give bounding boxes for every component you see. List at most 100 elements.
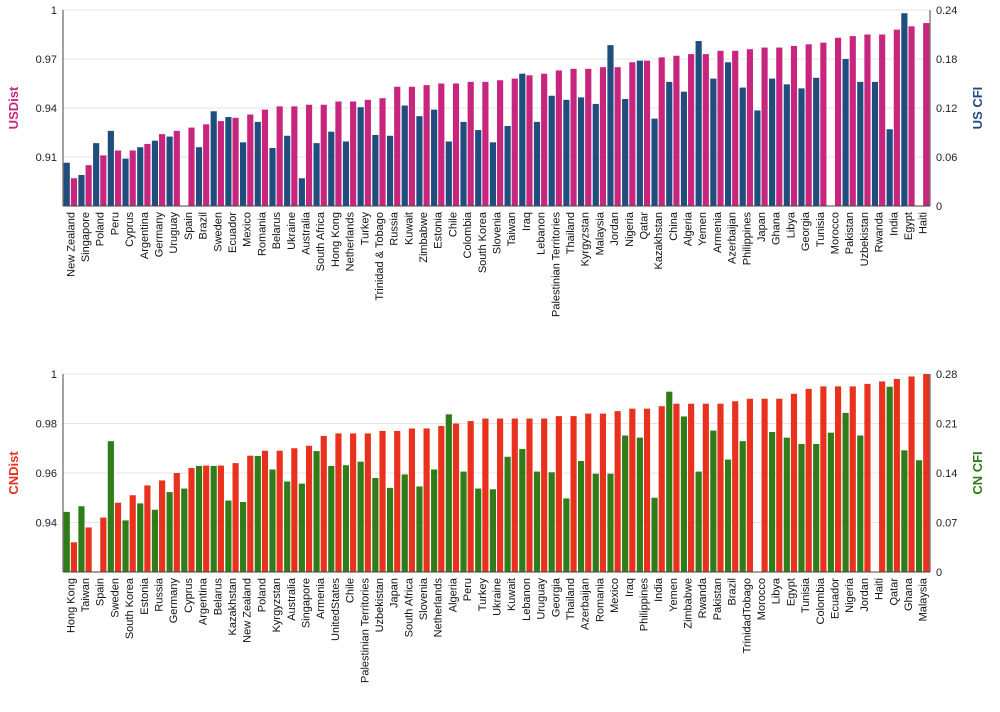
us-cfi-bar xyxy=(607,45,614,207)
us-cfi-bar xyxy=(137,147,144,206)
cn-cfi-bar xyxy=(269,469,276,572)
us-cfi-bar xyxy=(798,88,805,206)
us-right-axis-title: US CFI xyxy=(970,87,985,130)
us-right-tick-label: 0.12 xyxy=(936,103,957,115)
us-dist-bar xyxy=(129,150,136,206)
us-category-label: Slovenia xyxy=(492,211,504,254)
cn-cfi-bar xyxy=(78,506,85,572)
us-dist-bar xyxy=(570,68,577,206)
us-category-label: Peru xyxy=(109,212,121,235)
us-cfi-bar xyxy=(122,158,129,206)
us-category-label: Russia xyxy=(389,211,401,246)
cn-dist-bar xyxy=(232,463,239,572)
us-category-label: Belarus xyxy=(271,212,283,250)
cn-cfi-bar xyxy=(710,430,717,572)
us-category-label: Romania xyxy=(256,211,268,256)
us-cfi-bar xyxy=(651,118,658,206)
us-dist-bar xyxy=(541,73,548,206)
cn-dist-bar xyxy=(570,416,577,572)
us-dist-bar xyxy=(658,57,665,207)
us-right-tick-label: 0.06 xyxy=(936,152,957,164)
cn-category-label: Sweden xyxy=(109,578,121,618)
us-category-label: Lebanon xyxy=(536,212,548,255)
cn-cfi-bar xyxy=(857,435,864,572)
us-dist-bar xyxy=(379,98,386,206)
us-category-label: Haiti xyxy=(918,212,930,234)
cn-cfi-bar xyxy=(651,497,658,572)
us-category-label: Thailand xyxy=(565,212,577,254)
us-cfi-bar xyxy=(298,178,305,206)
us-dist-bar xyxy=(923,23,930,206)
cn-right-axis-title: CN CFI xyxy=(970,451,985,494)
us-dist-bar xyxy=(408,86,415,206)
cn-dist-bar xyxy=(173,473,180,572)
cn-dist-bar xyxy=(335,433,342,572)
cn-right-tick-label: 0 xyxy=(936,567,942,579)
cn-dist-bar xyxy=(614,411,621,572)
us-cfi-bar xyxy=(372,134,379,206)
cn-category-label: Iraq xyxy=(624,578,636,597)
cn-category-label: Kazakhstan xyxy=(227,578,239,635)
cn-category-label: Malaysia xyxy=(918,577,930,621)
cn-category-label: Taiwan xyxy=(80,578,92,612)
us-dist-bar xyxy=(790,45,798,207)
cn-cfi-bar xyxy=(254,456,261,572)
cn-cfi-bar xyxy=(724,459,732,572)
us-dist-bar xyxy=(350,101,357,206)
us-cfi-bar xyxy=(695,41,702,206)
cn-dist-bar xyxy=(467,421,474,572)
cn-category-label: Russia xyxy=(154,577,166,612)
us-category-label: Kyrgyzstan xyxy=(580,212,592,266)
us-dist-bar xyxy=(335,101,342,206)
cn-cfi-bar xyxy=(504,456,511,572)
cn-dist-bar xyxy=(717,403,724,572)
us-category-label: South Korea xyxy=(477,211,489,273)
us-right-tick-label: 0.24 xyxy=(936,5,957,17)
us-category-label: Singapore xyxy=(80,212,92,262)
cn-category-label: Yemen xyxy=(668,578,680,612)
cn-cfi-bar xyxy=(475,488,482,572)
cn-category-label: Rwanda xyxy=(697,577,709,618)
us-dist-bar xyxy=(247,114,254,206)
us-cfi-bar xyxy=(475,130,482,206)
us-category-label: Cyprus xyxy=(124,212,136,247)
us-cfi-bar xyxy=(151,140,159,206)
cn-cfi-bar xyxy=(328,465,335,572)
us-category-label: Brazil xyxy=(198,212,210,240)
cn-left-tick-label: 1 xyxy=(51,369,57,381)
us-cfi-bar xyxy=(313,143,320,206)
cn-cfi-bar xyxy=(798,444,805,572)
cn-category-label: Poland xyxy=(256,578,268,612)
us-dist-bar xyxy=(893,29,900,206)
us-category-label: Colombia xyxy=(462,211,474,258)
us-cfi-bar xyxy=(269,148,276,206)
us-category-label: Pakistan xyxy=(844,212,856,254)
us-cfi-bar xyxy=(533,121,541,206)
cn-right-tick-label: 0.07 xyxy=(936,518,957,530)
us-dist-bar xyxy=(232,117,239,206)
cn-category-label: Palestinian Territories xyxy=(359,578,371,683)
cn-cfi-bar xyxy=(298,483,305,572)
us-dist-bar xyxy=(820,42,827,206)
cn-category-label: Zimbabwe xyxy=(683,578,695,629)
us-dist-bar xyxy=(159,134,166,206)
us-category-label: China xyxy=(668,211,680,241)
us-cfi-bar xyxy=(592,103,599,206)
us-dist-bar xyxy=(776,47,783,206)
cn-cfi-bar xyxy=(886,386,893,572)
us-left-tick-label: 0.91 xyxy=(36,152,57,164)
cn-cfi-bar xyxy=(401,474,408,572)
us-cfi-bar xyxy=(842,59,849,206)
us-category-label: Turkey xyxy=(359,212,371,246)
cn-dist-bar xyxy=(864,383,871,572)
cn-dist-bar xyxy=(423,428,430,572)
us-category-label: India xyxy=(888,211,900,236)
us-category-label: Spain xyxy=(183,212,195,240)
us-dist-bar xyxy=(614,67,621,206)
us-category-label: Rwanda xyxy=(874,211,886,252)
us-category-label: Yemen xyxy=(697,212,709,246)
cn-cfi-bar xyxy=(372,477,379,572)
cn-dist-bar xyxy=(732,401,739,572)
cn-dist-bar xyxy=(834,386,842,573)
us-left-tick-label: 1 xyxy=(51,5,57,17)
